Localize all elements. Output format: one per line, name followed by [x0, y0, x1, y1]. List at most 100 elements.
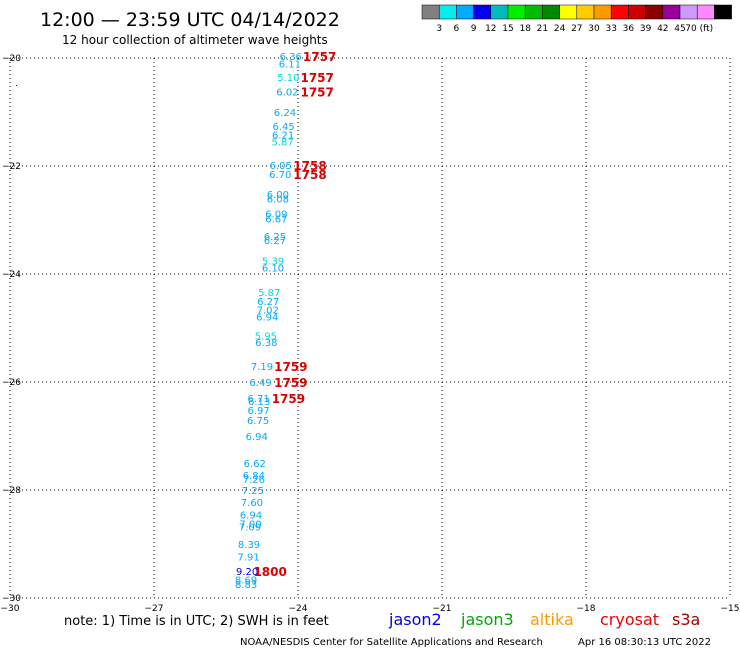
wave-height-label: 6.09: [265, 210, 287, 221]
wave-height-label: 6.13: [248, 397, 270, 408]
y-tick-label: −26: [2, 378, 21, 388]
wave-height-label: 7.19: [251, 362, 273, 373]
wave-height-label: 6.25: [264, 232, 286, 243]
y-tick-label: −28: [2, 486, 21, 496]
footer-note: note: 1) Time is in UTC; 2) SWH is in fe…: [64, 614, 329, 629]
y-tick-label: −24: [2, 270, 21, 280]
time-label: 1759: [274, 376, 307, 390]
y-tick-label: −20: [2, 54, 21, 64]
time-label: 1759: [274, 360, 307, 374]
color-scale-swatch: [679, 4, 698, 20]
time-label: 1757: [300, 85, 333, 99]
color-scale-swatch: [576, 4, 595, 20]
wave-height-label: 6.27: [257, 297, 279, 308]
color-scale-label: 15: [502, 24, 513, 34]
wave-height-label: 7.26: [243, 475, 265, 486]
color-scale-label: 9: [471, 24, 477, 34]
wave-height-label: 6.24: [274, 108, 296, 119]
wave-height-label: 6.02: [276, 87, 298, 98]
wave-height-label: 7.02: [257, 306, 279, 317]
color-scale-label: 6: [454, 24, 460, 34]
wave-height-label: 6.94: [240, 510, 262, 521]
color-scale-label: 21: [537, 24, 548, 34]
color-scale-label: 42: [657, 24, 668, 34]
wave-height-label: 6.08: [267, 194, 289, 205]
wave-height-marks: 6.366.115.106.026.246.456.215.876.056.70…: [235, 52, 302, 591]
time-label: 1759: [272, 392, 305, 406]
wave-height-label: 9.20: [236, 567, 258, 578]
color-scale-swatch: [507, 4, 526, 20]
y-tick-label: −30: [2, 594, 21, 604]
satellite-legend-entry: jason2: [388, 610, 442, 629]
color-scale-label: 33: [605, 24, 616, 34]
color-scale-swatch: [473, 4, 492, 20]
color-scale-label: 12: [485, 24, 496, 34]
wave-height-label: 6.45: [272, 122, 294, 133]
wave-height-label: 6.71: [248, 394, 270, 405]
time-label: 1757: [300, 71, 333, 85]
wave-height-label: 8.39: [238, 540, 260, 551]
chart-title: 12:00 — 23:59 UTC 04/14/2022: [40, 9, 340, 31]
color-scale-swatch: [714, 4, 732, 20]
x-tick-label: −18: [577, 604, 596, 614]
x-tick-label: −30: [1, 604, 20, 614]
axis-ticks: −30 −27 −24 −21 −18 −15 −20 −22 −24 −26 −28 −30: [1, 54, 740, 614]
wave-height-label: 7.25: [242, 486, 264, 497]
wave-height-label: 6.84: [243, 471, 265, 482]
satellite-legend-entry: cryosat: [600, 610, 659, 629]
color-scale-label: 18: [519, 24, 531, 34]
wave-height-label: 8.69: [235, 576, 257, 587]
color-scale-label: 70 (ft): [685, 24, 713, 34]
color-scale-swatch: [628, 4, 646, 20]
satellite-legend-entry: altika: [530, 610, 574, 629]
wave-height-label: 8.83: [235, 580, 257, 591]
color-scale-swatch: [662, 4, 681, 20]
color-scale-swatch: [490, 4, 509, 20]
color-scale-swatch: [421, 4, 440, 20]
x-tick-label: −15: [721, 604, 740, 614]
color-scale-swatch: [456, 4, 474, 20]
wave-height-label: 6.94: [246, 432, 268, 443]
wave-height-label: 6.05: [270, 161, 292, 172]
color-scale-swatch: [524, 4, 543, 20]
plot-grid: [9, 57, 731, 599]
color-scale-label: 3: [436, 24, 442, 34]
wave-height-label: 6.11: [279, 59, 301, 70]
time-label: 1758: [293, 159, 326, 173]
color-scale-swatch: [593, 4, 612, 20]
color-scale-swatch: [438, 4, 457, 20]
wave-height-label: 6.38: [255, 338, 277, 349]
footer-credit: NOAA/NESDIS Center for Satellite Applica…: [240, 637, 543, 648]
color-scale-swatch: [610, 4, 629, 20]
time-label: 1800: [253, 565, 286, 579]
color-scale-swatch: [559, 4, 578, 20]
wave-height-label: 5.10: [277, 73, 299, 84]
satellite-legend: jason2 jason3 altika cryosat s3a: [388, 610, 700, 629]
wave-height-label: 5.95: [255, 332, 277, 343]
wave-height-label: 5.39: [262, 257, 284, 268]
color-scale-label: 39: [640, 24, 652, 34]
x-tick-label: −21: [433, 604, 452, 614]
wave-height-label: 6.49: [249, 378, 271, 389]
wave-height-label: 6.75: [247, 416, 269, 427]
wave-height-label: 6.70: [269, 170, 291, 181]
wave-height-label: 6.00: [267, 190, 289, 201]
color-scale-legend: 3 6 9 12 15 18 21 24 27 30 33 36 39 42 45 70 (ft): [421, 4, 732, 34]
wave-height-label: 6.10: [262, 264, 284, 275]
wave-height-label: 7.00: [239, 519, 261, 530]
wave-height-label: 5.87: [258, 288, 280, 299]
color-scale-swatch: [645, 4, 664, 20]
time-label: 1758: [293, 168, 326, 182]
wave-height-label: 6.21: [272, 131, 294, 142]
color-scale-label: 27: [571, 24, 582, 34]
color-scale-swatch: [542, 4, 560, 20]
wave-height-label: 7.60: [241, 498, 263, 509]
color-scale-label: 45: [674, 24, 685, 34]
plot-speck: .: [15, 79, 18, 89]
wave-height-label: 5.87: [272, 138, 294, 149]
wave-height-label: 6.27: [264, 236, 286, 247]
wave-height-label: 6.97: [248, 406, 270, 417]
wave-height-label: 6.36: [280, 52, 302, 63]
